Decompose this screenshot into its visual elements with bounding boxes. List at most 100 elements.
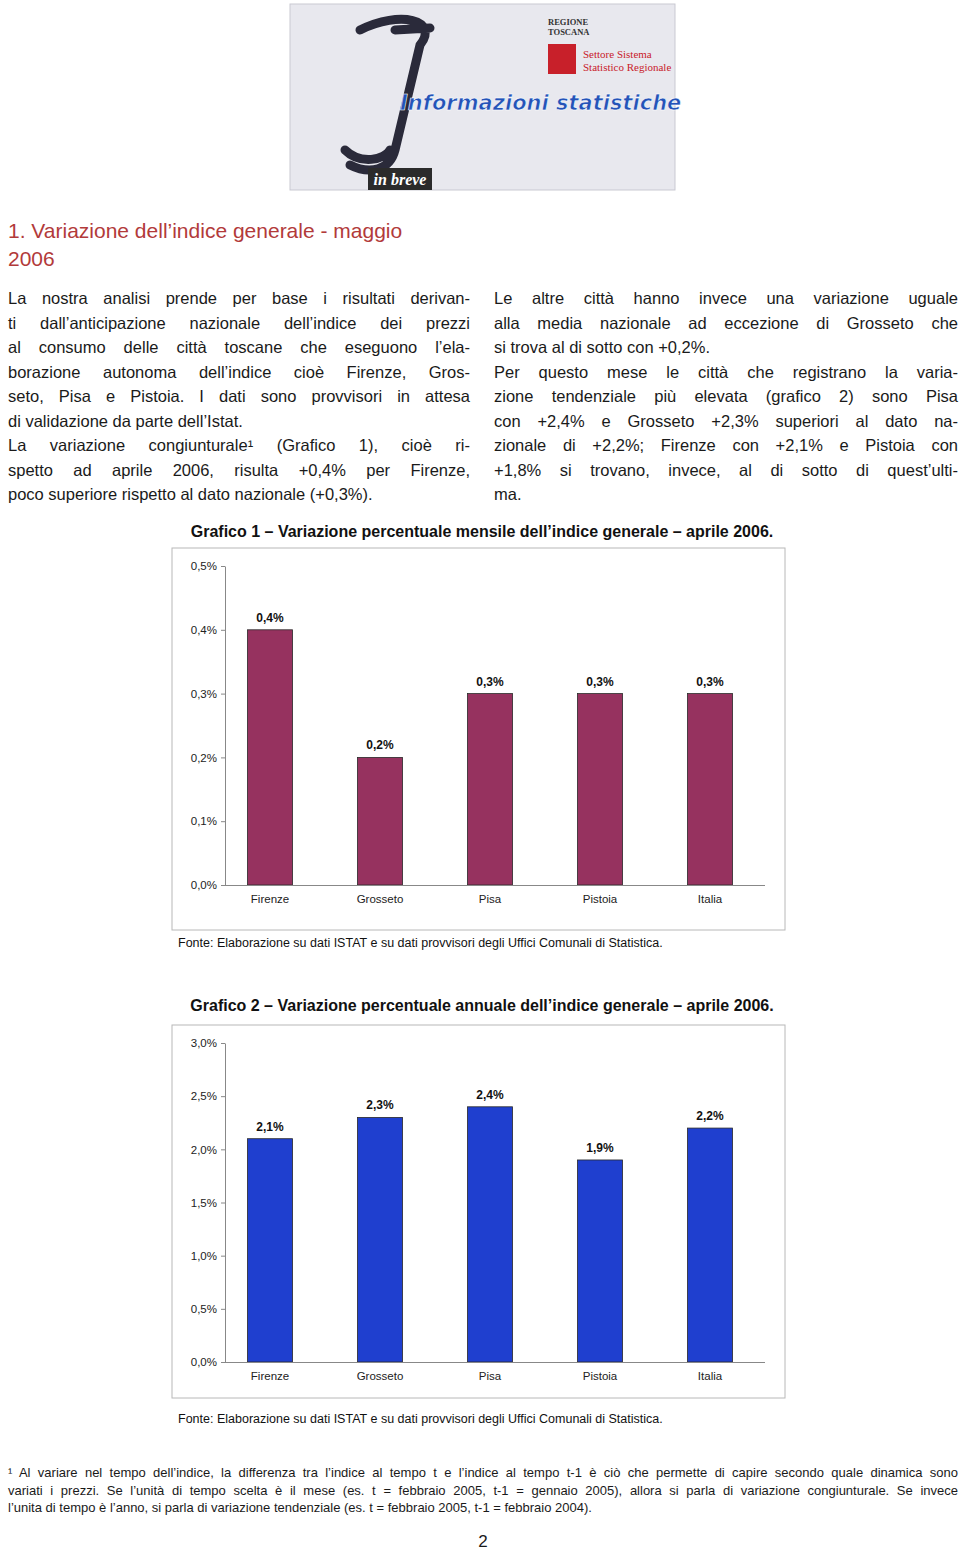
header-edition: in breve bbox=[374, 171, 427, 188]
axis-domain bbox=[225, 567, 226, 886]
x-tick-label: Firenze bbox=[251, 1370, 289, 1382]
header-region: REGIONE bbox=[548, 17, 588, 27]
y-tick-line bbox=[221, 1362, 225, 1363]
axis-domain bbox=[225, 1044, 226, 1363]
bar bbox=[357, 1117, 402, 1362]
x-tick-label: Pisa bbox=[479, 1370, 502, 1382]
x-tick-label: Italia bbox=[698, 893, 723, 905]
x-tick: Grosseto bbox=[357, 885, 404, 905]
section-title: 2006 bbox=[8, 245, 478, 273]
y-tick-label: 0,1% bbox=[191, 815, 217, 827]
y-tick-line bbox=[221, 885, 225, 886]
y-tick: 0,1% bbox=[191, 815, 225, 827]
y-tick-line bbox=[221, 1149, 225, 1150]
header-region-emblem bbox=[548, 44, 576, 74]
x-tick-label: Grosseto bbox=[357, 893, 404, 905]
chart-frame bbox=[172, 548, 785, 930]
y-tick: 1,5% bbox=[191, 1197, 225, 1209]
x-tick: Pistoia bbox=[583, 885, 618, 905]
axis-domain bbox=[225, 885, 765, 886]
paragraph-line: spetto ad aprile 2006, risulta +0,4% per… bbox=[8, 459, 470, 481]
chart-source: Fonte: Elaborazione su dati ISTAT e su d… bbox=[178, 1412, 663, 1426]
paragraph-line: al consumo delle città toscane che esegu… bbox=[8, 336, 470, 358]
paragraph-line: Le altre città hanno invece una variazio… bbox=[494, 287, 958, 309]
y-tick-line bbox=[221, 1309, 225, 1310]
header-edition-box bbox=[368, 168, 432, 190]
paragraph-line: Per questo mese le città che registrano … bbox=[494, 361, 958, 383]
y-axis: 0,0% 0,5% 1,0% 1,5% 2,0% 2,5% 3,0% bbox=[191, 1037, 226, 1368]
y-tick-line bbox=[221, 1043, 225, 1044]
y-tick-line bbox=[221, 566, 225, 567]
y-tick-label: 0,5% bbox=[191, 560, 217, 572]
y-tick-line bbox=[221, 1096, 225, 1097]
y-tick-label: 2,5% bbox=[191, 1090, 217, 1102]
x-tick-label: Grosseto bbox=[357, 1370, 404, 1382]
bar bbox=[467, 1107, 512, 1362]
paragraph-line: seto, Pisa e Pistoia. I dati sono provvi… bbox=[8, 385, 470, 407]
chart-source: Fonte: Elaborazione su dati ISTAT e su d… bbox=[178, 936, 663, 950]
bar bbox=[247, 1139, 292, 1362]
axis-domain bbox=[225, 1362, 765, 1363]
bar bbox=[467, 694, 512, 885]
bars bbox=[247, 630, 732, 885]
x-tick: Firenze bbox=[251, 1362, 289, 1382]
page-number: 2 bbox=[433, 1531, 533, 1553]
paragraph-line: ma. bbox=[494, 483, 958, 505]
x-tick: Pisa bbox=[479, 1362, 502, 1382]
paragraph-line: zione tendenziale più elevata (grafico 2… bbox=[494, 385, 958, 407]
x-tick: Pistoia bbox=[583, 1362, 618, 1382]
data-label: 0,4% bbox=[256, 611, 284, 625]
y-tick: 0,0% bbox=[191, 1356, 225, 1368]
x-tick-label: Pisa bbox=[479, 893, 502, 905]
data-label: 2,1% bbox=[256, 1120, 284, 1134]
paragraph-line: La nostra analisi prende per base i risu… bbox=[8, 287, 470, 309]
y-tick-label: 0,5% bbox=[191, 1303, 217, 1315]
y-tick: 0,0% bbox=[191, 879, 225, 891]
data-label: 0,3% bbox=[476, 675, 504, 689]
y-tick-line bbox=[221, 1203, 225, 1204]
data-label: 0,3% bbox=[586, 675, 614, 689]
y-tick-label: 0,4% bbox=[191, 624, 217, 636]
data-labels: 0,4%0,2%0,3%0,3%0,3% bbox=[256, 611, 724, 753]
bar bbox=[577, 1160, 622, 1362]
chart-title: Grafico 2 – Variazione percentuale annua… bbox=[190, 997, 773, 1014]
y-tick-label: 2,0% bbox=[191, 1144, 217, 1156]
x-tick: Italia bbox=[698, 1362, 723, 1382]
data-label: 2,4% bbox=[476, 1088, 504, 1102]
paragraph-line: borazione autonoma dell’indice cioè Fire… bbox=[8, 361, 470, 383]
y-tick-label: 1,5% bbox=[191, 1197, 217, 1209]
paragraph-line: zionale di +2,2%; Firenze con +2,1% e Pi… bbox=[494, 434, 958, 456]
bars bbox=[247, 1107, 732, 1362]
footnote-line: l’unita di tempo è l’anno, si parla di v… bbox=[8, 1499, 958, 1516]
chart: Grafico 1 – Variazione percentuale mensi… bbox=[172, 523, 785, 950]
paragraph-line: ti dall’anticipazione nazionale dell’ind… bbox=[8, 312, 470, 334]
x-tick-label: Firenze bbox=[251, 893, 289, 905]
y-tick-label: 3,0% bbox=[191, 1037, 217, 1049]
header-region: TOSCANA bbox=[548, 27, 590, 37]
y-tick-line bbox=[221, 630, 225, 631]
footnote-line: ¹ Al variare nel tempo dell’indice, la d… bbox=[8, 1464, 958, 1481]
x-tick: Italia bbox=[698, 885, 723, 905]
chart-frame bbox=[172, 1025, 785, 1398]
data-label: 0,2% bbox=[366, 738, 394, 752]
chart-title: Grafico 1 – Variazione percentuale mensi… bbox=[191, 523, 774, 540]
y-tick: 0,4% bbox=[191, 624, 225, 636]
y-tick-label: 0,0% bbox=[191, 1356, 217, 1368]
header: Informazioni statistiche in breve REGIONET… bbox=[290, 4, 681, 190]
section-title: 1. Variazione dell’indice generale - mag… bbox=[8, 217, 478, 245]
paragraph-line: si trova al di sotto con +0,2%. bbox=[494, 336, 958, 358]
y-tick: 3,0% bbox=[191, 1037, 225, 1049]
x-tick: Grosseto bbox=[357, 1362, 404, 1382]
bar bbox=[687, 694, 732, 885]
paragraph-line: poco superiore rispetto al dato nazional… bbox=[8, 483, 470, 505]
y-tick-line bbox=[221, 1256, 225, 1257]
y-tick-label: 1,0% bbox=[191, 1250, 217, 1262]
data-label: 1,9% bbox=[586, 1141, 614, 1155]
y-tick: 0,5% bbox=[191, 560, 225, 572]
y-tick: 0,5% bbox=[191, 1303, 225, 1315]
y-tick: 2,0% bbox=[191, 1144, 225, 1156]
paragraph-line: La variazione congiunturale¹ (Grafico 1)… bbox=[8, 434, 470, 456]
bar bbox=[687, 1128, 732, 1362]
x-axis: Firenze Grosseto Pisa Pistoia Italia bbox=[225, 885, 765, 905]
header-brand: Informazioni statistiche bbox=[400, 91, 681, 115]
